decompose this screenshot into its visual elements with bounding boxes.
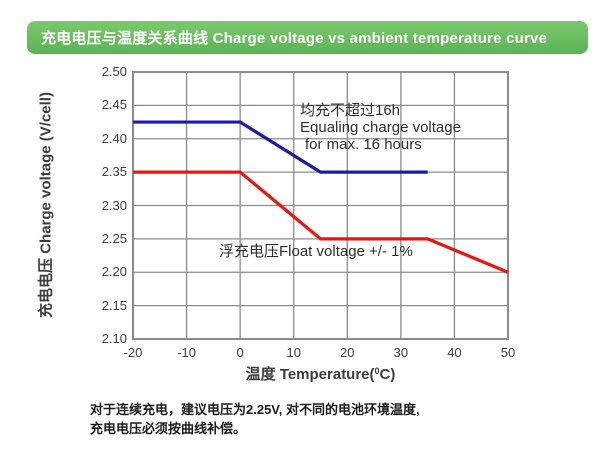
y-tick-label: 2.15 [101, 297, 127, 313]
y-tick-label: 2.35 [101, 164, 127, 180]
x-tick-label: -10 [177, 345, 196, 360]
footnote: 对于连续充电，建议电压为2.25V, 对不同的电池环境温度, 充电电压必须按曲线… [90, 400, 420, 438]
float-charge-voltage-line [133, 170, 509, 274]
y-tick-label: 2.50 [101, 64, 127, 79]
y-tick-label: 2.25 [101, 230, 127, 246]
y-tick-label: 2.20 [101, 264, 127, 280]
y-tick-label: 2.40 [101, 130, 127, 146]
x-axis-title-unit: C) [379, 366, 396, 383]
footnote-line2: 充电电压必须按曲线补偿。 [90, 421, 247, 436]
plot-border [132, 71, 509, 340]
equalize-annotation-line3: for max. 16 hours [305, 136, 422, 153]
page-title: 充电电压与温度关系曲线 Charge voltage vs ambient te… [41, 30, 548, 47]
y-tick-label: 2.10 [101, 331, 127, 346]
x-tick-label: 10 [286, 345, 301, 360]
equalize-annotation: 均充不超过16h Equaling charge voltage for max… [300, 102, 461, 153]
x-tick-label: 30 [393, 345, 409, 360]
float-annotation: 浮充电压Float voltage +/- 1% [219, 243, 413, 260]
y-tick-label: 2.45 [101, 97, 127, 113]
x-tick-label: -20 [123, 345, 143, 360]
x-tick-label: 40 [447, 345, 462, 360]
degree-superscript: 0 [374, 366, 380, 376]
y-tick-label: 2.30 [101, 197, 127, 213]
equalizing-charge-voltage-line [133, 120, 428, 174]
x-tick-label: 0 [236, 345, 244, 360]
x-tick-label: 50 [500, 345, 516, 360]
equalize-annotation-line2: Equaling charge voltage [300, 119, 461, 136]
x-axis-title-text: 温度 Temperature( [245, 366, 375, 383]
equalize-annotation-line1: 均充不超过16h [300, 102, 401, 119]
title-banner: 充电电压与温度关系曲线 Charge voltage vs ambient te… [27, 21, 588, 54]
y-axis-title: 充电电压 Charge voltage (V/cell) [37, 92, 55, 318]
x-tick-label: 20 [340, 345, 355, 360]
footnote-line1: 对于连续充电，建议电压为2.25V, 对不同的电池环境温度, [90, 402, 420, 417]
x-axis-title: 温度 Temperature(0C) [133, 363, 508, 384]
